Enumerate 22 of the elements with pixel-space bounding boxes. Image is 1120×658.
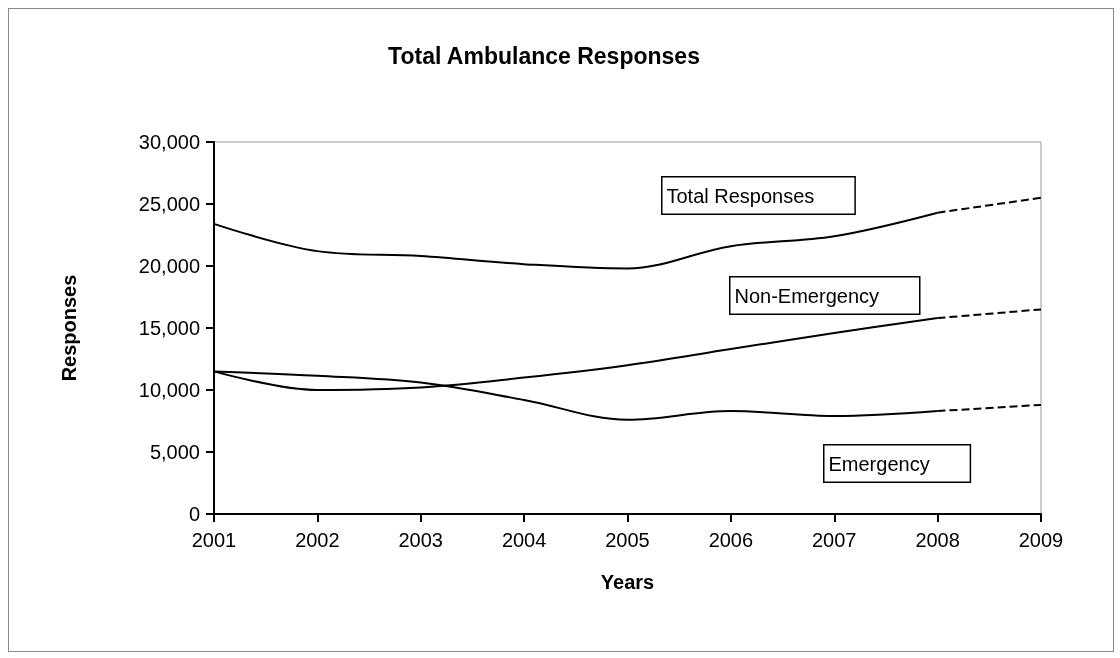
x-tick-label: 2005 [605,529,650,551]
series-label: Emergency [828,452,930,475]
chart-title: Total Ambulance Responses [388,42,700,69]
x-tick-label: 2006 [708,529,754,551]
y-tick-label: 20,000 [138,255,200,277]
x-axis-title: Years [600,571,655,593]
y-tick-label: 30,000 [138,131,200,153]
y-tick-label: 5,000 [149,441,200,463]
x-tick-label: 2001 [191,529,237,551]
series-label: Non-Emergency [734,284,880,307]
y-axis-title: Responses [58,274,80,382]
x-tick-label: 2008 [915,529,960,551]
x-tick-label: 2003 [398,529,443,551]
y-tick-label: 15,000 [138,317,200,339]
y-tick-label: 10,000 [138,379,200,401]
y-tick-label: 0 [188,503,200,525]
x-tick-label: 2009 [1018,529,1064,551]
x-tick-label: 2004 [501,529,547,551]
x-tick-label: 2002 [295,529,340,551]
y-tick-label: 25,000 [138,193,200,215]
series-label: Total Responses [666,184,815,207]
x-tick-label: 2007 [812,529,857,551]
